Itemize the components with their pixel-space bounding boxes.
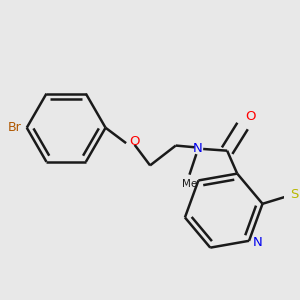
Text: Me: Me <box>182 179 197 189</box>
Text: Br: Br <box>8 121 22 134</box>
Text: N: N <box>193 142 203 155</box>
Text: S: S <box>290 188 298 201</box>
Text: O: O <box>129 135 139 148</box>
Text: N: N <box>253 236 263 249</box>
Text: O: O <box>245 110 256 123</box>
